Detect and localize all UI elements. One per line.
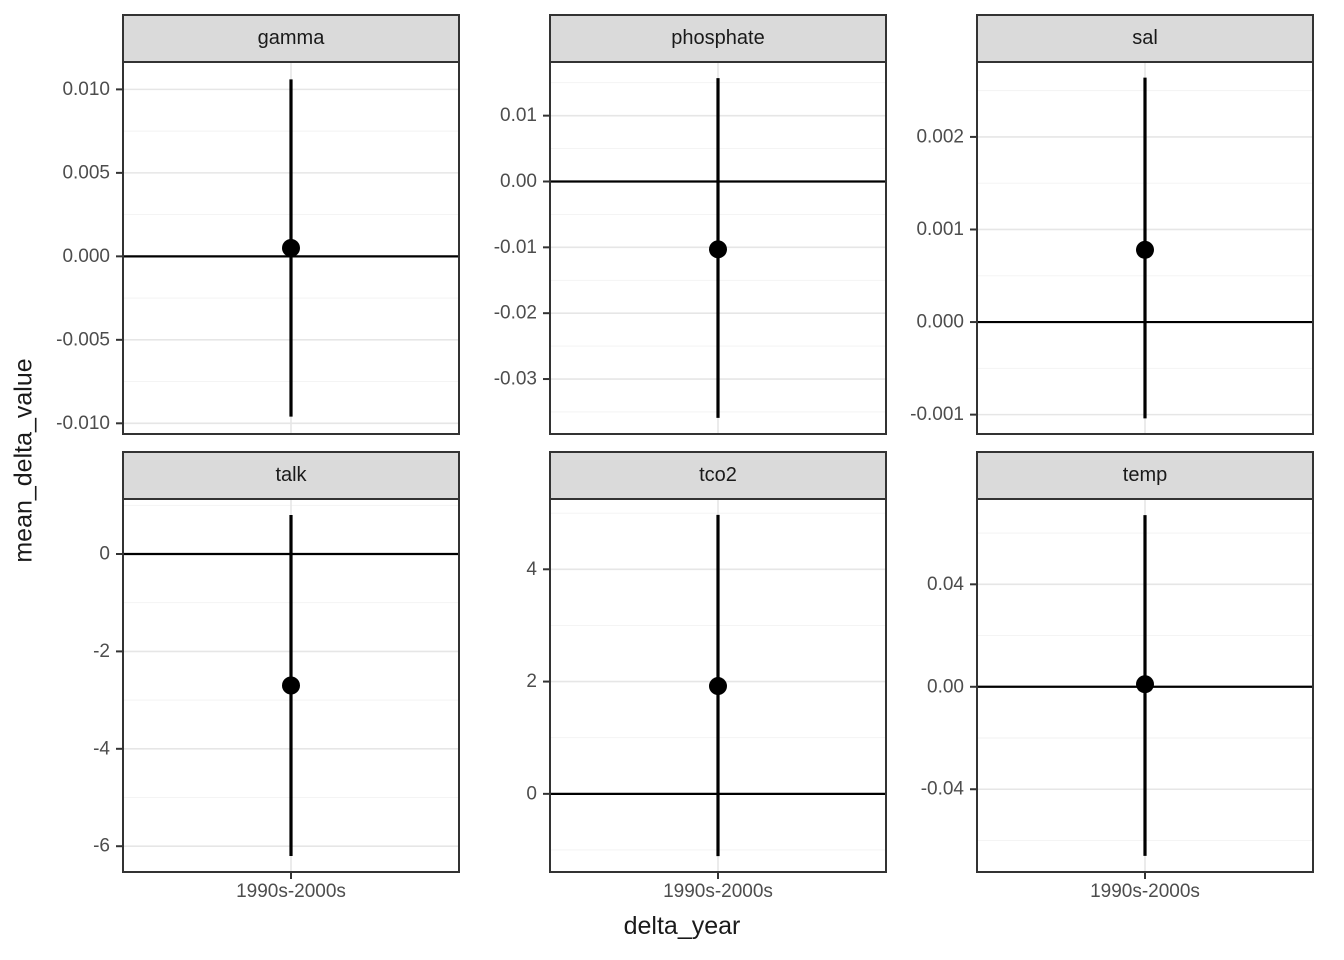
svg-text:0.00: 0.00 bbox=[927, 676, 964, 697]
svg-text:-0.005: -0.005 bbox=[56, 329, 110, 350]
facet-strip-gamma: gamma bbox=[122, 14, 460, 61]
y-axis-tco2: 4 2 0 bbox=[526, 559, 549, 804]
x-axis-tco2: 1990s-2000s bbox=[549, 873, 887, 907]
x-tick-mark bbox=[1144, 873, 1146, 879]
svg-text:-0.02: -0.02 bbox=[494, 303, 537, 324]
y-axis-talk: 0 -2 -4 -6 bbox=[93, 544, 122, 857]
svg-text:0: 0 bbox=[99, 544, 110, 565]
svg-text:-2: -2 bbox=[93, 641, 110, 662]
y-axis-phosphate: 0.01 0.00 -0.01 -0.02 -0.03 bbox=[494, 105, 549, 390]
panel-gamma bbox=[122, 61, 460, 435]
facet-strip-phosphate: phosphate bbox=[549, 14, 887, 61]
facet-cell-tco2: tco2 4 2 0 1990s-2000s bbox=[477, 451, 887, 907]
facet-cell-phosphate: phosphate 0.01 0.00 -0.01 -0.02 -0.03 bbox=[477, 14, 887, 435]
facet-strip-label: gamma bbox=[257, 27, 325, 49]
svg-text:0.010: 0.010 bbox=[62, 79, 110, 100]
facet-strip-label: tco2 bbox=[699, 464, 737, 486]
facet-strip-temp: temp bbox=[976, 451, 1314, 498]
svg-text:0.000: 0.000 bbox=[62, 246, 110, 267]
y-axis-sal: 0.002 0.001 0.000 -0.001 bbox=[910, 126, 976, 425]
x-tick-label: 1990s-2000s bbox=[236, 881, 346, 902]
y-axis-title-text: mean_delta_value bbox=[9, 358, 38, 563]
facet-cell-temp: temp 0.04 0.00 -0.04 1990s-2000s bbox=[904, 451, 1314, 907]
svg-text:2: 2 bbox=[526, 671, 537, 692]
facet-strip-label: phosphate bbox=[671, 27, 765, 49]
svg-text:0.002: 0.002 bbox=[916, 126, 964, 147]
x-axis-talk: 1990s-2000s bbox=[122, 873, 460, 907]
facet-strip-talk: talk bbox=[122, 451, 460, 498]
svg-text:-0.04: -0.04 bbox=[921, 779, 965, 800]
panel-temp bbox=[976, 498, 1314, 873]
y-axis-gamma: 0.010 0.005 0.000 -0.005 -0.010 bbox=[56, 79, 122, 434]
y-axis-title: mean_delta_value bbox=[2, 14, 46, 907]
facet-strip-label: sal bbox=[1132, 27, 1158, 49]
x-tick-mark bbox=[717, 873, 719, 879]
facet-cell-sal: sal 0.002 0.001 0.000 -0.001 bbox=[904, 14, 1314, 435]
panel-tco2 bbox=[549, 498, 887, 873]
panel-talk bbox=[122, 498, 460, 873]
svg-text:-0.001: -0.001 bbox=[910, 404, 964, 425]
svg-text:0.000: 0.000 bbox=[916, 312, 964, 333]
svg-text:4: 4 bbox=[526, 559, 537, 580]
svg-text:0.00: 0.00 bbox=[500, 171, 537, 192]
svg-text:0.005: 0.005 bbox=[62, 162, 110, 183]
svg-text:-0.03: -0.03 bbox=[494, 369, 537, 390]
facet-grid: gamma 0.010 0.005 0.000 -0.005 -0.010 phosph… bbox=[50, 14, 1314, 907]
x-axis-title: delta_year bbox=[623, 912, 741, 940]
svg-text:0.001: 0.001 bbox=[916, 219, 964, 240]
panel-sal bbox=[976, 61, 1314, 435]
svg-text:-6: -6 bbox=[93, 836, 110, 857]
svg-text:0: 0 bbox=[526, 783, 537, 804]
facet-strip-label: temp bbox=[1122, 464, 1168, 486]
x-axis-temp: 1990s-2000s bbox=[976, 873, 1314, 907]
x-tick-mark bbox=[290, 873, 292, 879]
svg-text:-4: -4 bbox=[93, 738, 110, 759]
facet-strip-tco2: tco2 bbox=[549, 451, 887, 498]
facet-cell-talk: talk 0 -2 -4 -6 1990s-2000s bbox=[50, 451, 460, 907]
svg-text:-0.01: -0.01 bbox=[494, 237, 537, 258]
x-tick-label: 1990s-2000s bbox=[1090, 881, 1200, 902]
facet-cell-gamma: gamma 0.010 0.005 0.000 -0.005 -0.010 bbox=[50, 14, 460, 435]
y-axis-temp: 0.04 0.00 -0.04 bbox=[921, 574, 976, 800]
x-tick-label: 1990s-2000s bbox=[663, 881, 773, 902]
svg-text:0.04: 0.04 bbox=[927, 574, 964, 595]
svg-text:-0.010: -0.010 bbox=[56, 413, 110, 434]
panel-phosphate bbox=[549, 61, 887, 435]
facet-strip-sal: sal bbox=[976, 14, 1314, 61]
svg-text:0.01: 0.01 bbox=[500, 105, 537, 126]
facet-strip-label: talk bbox=[275, 464, 307, 486]
